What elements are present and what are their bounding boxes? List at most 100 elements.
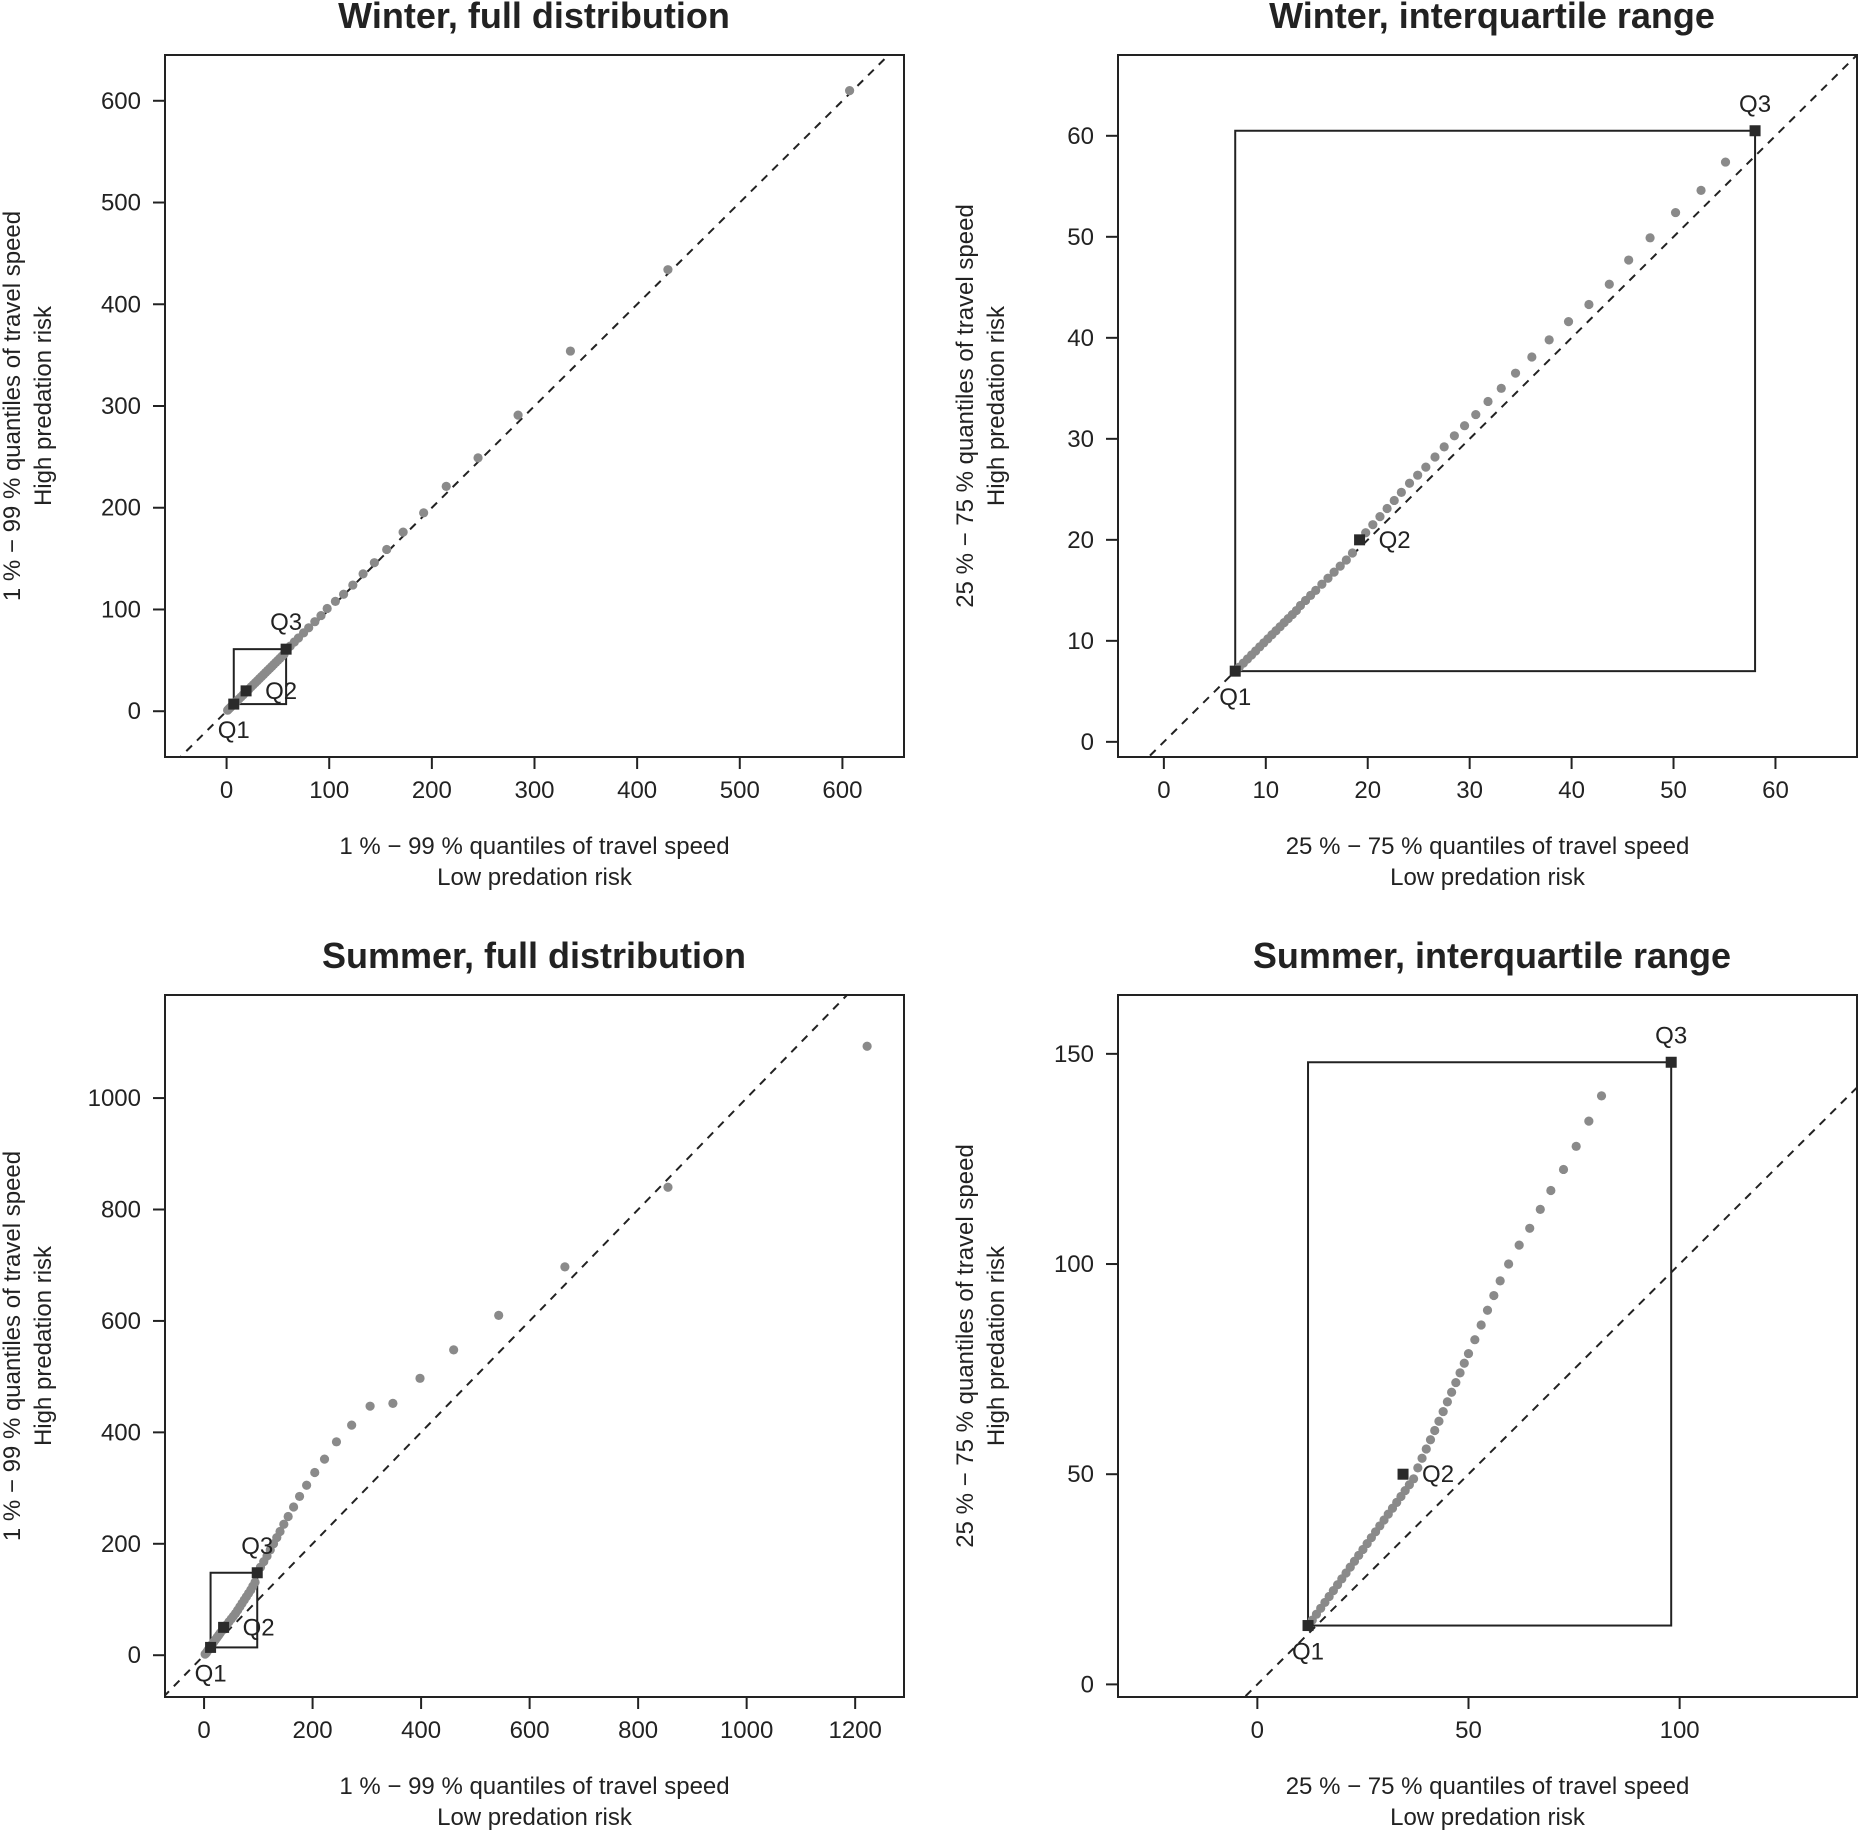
- data-point: [1535, 1204, 1545, 1214]
- data-point: [316, 610, 326, 621]
- data-point: [1571, 1141, 1581, 1151]
- data-point: [1459, 421, 1470, 431]
- data-point: [1527, 352, 1537, 362]
- data-point: [310, 1467, 320, 1478]
- data-point: [1375, 512, 1385, 522]
- iqr-box: [1307, 1061, 1673, 1627]
- data-point: [1404, 478, 1415, 488]
- quartile-label: Q2: [265, 678, 297, 705]
- data-point: [1720, 157, 1731, 167]
- quartile-marker: [228, 698, 240, 710]
- x-axis-label: 25 % − 75 % quantiles of travel speed: [1286, 833, 1690, 860]
- y-tick-label: 600: [101, 88, 141, 115]
- quartile-label: Q2: [1422, 1461, 1454, 1488]
- y-tick-label: 0: [1081, 1671, 1094, 1698]
- y-tick-label: 800: [101, 1197, 141, 1224]
- y-tick-label: 0: [128, 1642, 141, 1669]
- quartile-label: Q1: [1219, 684, 1251, 711]
- data-point: [294, 1491, 305, 1502]
- data-point: [1449, 431, 1459, 441]
- x-tick-label: 60: [1762, 777, 1789, 804]
- y-tick-label: 200: [101, 1531, 141, 1558]
- panel-title: Summer, interquartile range: [1253, 935, 1731, 976]
- data-point: [388, 1398, 398, 1408]
- y-tick-label: 100: [1054, 1251, 1094, 1278]
- data-point: [330, 596, 340, 606]
- data-point: [331, 1437, 342, 1447]
- y-axis-label: 25 % − 75 % quantiles of travel speed: [952, 1144, 979, 1548]
- x-tick-label: 800: [618, 1717, 658, 1744]
- panel-winter-full: Winter, full distribution 0 100 200 300 400 5…: [0, 0, 905, 891]
- data-point: [369, 558, 379, 568]
- y-tick-label: 60: [1067, 123, 1094, 150]
- x-tick-label: 0: [197, 1717, 210, 1744]
- y-tick-label: 400: [101, 291, 141, 318]
- data-point: [862, 1041, 872, 1051]
- x-tick-label: 100: [309, 777, 349, 804]
- iqr-box: [232, 648, 288, 706]
- data-point: [513, 410, 523, 420]
- data-point: [1341, 555, 1351, 565]
- x-tick-label: 600: [510, 1717, 550, 1744]
- data-point: [338, 589, 349, 599]
- quartile-marker: [240, 685, 252, 697]
- data-point: [1645, 233, 1655, 243]
- x-tick-label: 0: [1251, 1717, 1264, 1744]
- data-point: [304, 623, 314, 633]
- data-point: [283, 1511, 293, 1522]
- y-axis-label: 25 % − 75 % quantiles of travel speed: [952, 204, 979, 608]
- data-point: [1483, 396, 1493, 407]
- data-point: [1317, 579, 1327, 589]
- quartile-label: Q1: [218, 717, 250, 744]
- quartile-marker: [1749, 125, 1761, 137]
- data-point: [1696, 185, 1706, 195]
- data-point: [1421, 1444, 1431, 1454]
- plot-frame: [164, 994, 905, 1698]
- data-point: [1584, 299, 1594, 310]
- data-point: [1489, 1290, 1499, 1301]
- data-point: [1425, 1435, 1436, 1445]
- data-point: [1347, 548, 1358, 558]
- data-point: [1471, 409, 1481, 420]
- data-point: [279, 1519, 289, 1529]
- data-point: [1311, 585, 1321, 595]
- y-axis-label-sub: High predation risk: [983, 1245, 1010, 1446]
- x-tick-label: 300: [514, 777, 554, 804]
- data-point: [663, 265, 673, 275]
- data-point: [663, 1182, 673, 1192]
- data-point: [1496, 383, 1506, 393]
- data-point: [1421, 462, 1431, 472]
- x-tick-label: 40: [1558, 777, 1585, 804]
- data-point: [347, 1420, 357, 1430]
- data-point: [1455, 1368, 1465, 1378]
- x-tick-label: 200: [412, 777, 452, 804]
- data-point: [275, 1526, 285, 1537]
- y-tick-label: 300: [101, 393, 141, 420]
- data-point: [1546, 1185, 1556, 1196]
- data-point: [565, 346, 576, 356]
- identity-line: [1147, 55, 1857, 757]
- data-point: [358, 569, 368, 579]
- data-point: [322, 603, 332, 614]
- data-point: [1514, 1240, 1524, 1250]
- quartile-marker: [1354, 534, 1366, 546]
- data-point: [1434, 1416, 1444, 1426]
- x-axis-label-sub: Low predation risk: [437, 1804, 633, 1831]
- quartile-label: Q2: [1379, 527, 1411, 554]
- plot-area: [1147, 55, 1857, 757]
- y-tick-label: 200: [101, 495, 141, 522]
- data-point: [1596, 1091, 1607, 1101]
- plot-frame: [1117, 994, 1858, 1698]
- identity-line: [165, 995, 849, 1697]
- panel-title: Summer, full distribution: [322, 935, 746, 976]
- data-point: [1447, 1387, 1457, 1397]
- data-point: [1482, 1305, 1493, 1315]
- data-point: [348, 580, 358, 590]
- data-point: [1438, 1406, 1448, 1417]
- data-point: [419, 508, 429, 518]
- data-point: [1430, 452, 1440, 462]
- x-axis-label-sub: Low predation risk: [1390, 1804, 1586, 1831]
- panel-title: Winter, interquartile range: [1269, 0, 1715, 36]
- quartile-label: Q3: [241, 1533, 273, 1560]
